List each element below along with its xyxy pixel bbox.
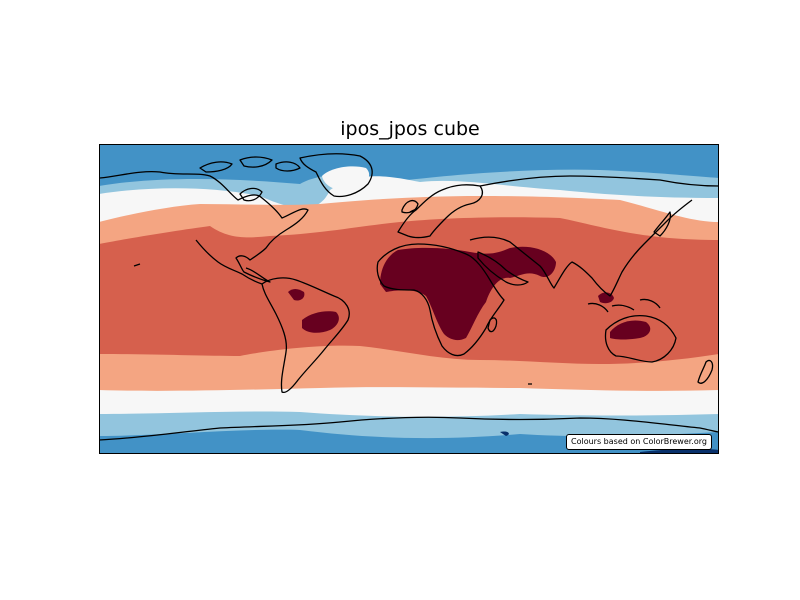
map-title: ipos_jpos cube — [340, 118, 480, 140]
coastline-japan — [653, 211, 672, 237]
contour-band-neutral-greenland — [322, 166, 370, 191]
filled-contours — [99, 144, 719, 454]
coastline-central-america — [195, 239, 263, 285]
coastline-south-america — [261, 277, 350, 394]
coastline-arctic-islands — [199, 156, 301, 173]
coastlines — [99, 153, 719, 441]
coastline-asia — [469, 175, 719, 297]
contour-band-dark-red-africa — [380, 246, 556, 341]
coastline-islands — [133, 209, 532, 385]
contour-band-dark-red-samerica — [302, 311, 339, 333]
coastline-australia — [604, 314, 677, 363]
coastline-madagascar — [487, 317, 498, 333]
attribution-label: Colours based on ColorBrewer.org — [566, 434, 712, 450]
coastline-arabia — [477, 251, 529, 286]
coastline-hudson — [239, 187, 263, 202]
coastline-indonesia — [587, 298, 661, 313]
coastline-greenland — [299, 153, 373, 198]
contour-band-dark-red-australia — [610, 320, 651, 340]
contour-band-deep-blue — [500, 431, 719, 454]
map-frame — [99, 144, 719, 454]
coastline-north-america — [99, 170, 309, 283]
contour-band-dark-red-samerica-north — [288, 289, 305, 301]
coastline-europe — [397, 184, 484, 239]
coastline-africa — [376, 243, 505, 357]
coastline-new-zealand — [697, 359, 714, 384]
coastline-antarctica — [99, 416, 719, 441]
